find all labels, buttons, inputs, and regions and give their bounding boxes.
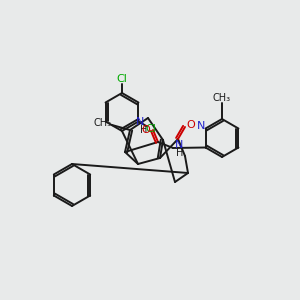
Text: N: N [136,117,144,127]
Text: CH₃: CH₃ [213,93,231,103]
Text: Cl: Cl [117,74,128,84]
Text: O: O [142,125,150,135]
Text: H: H [140,125,148,135]
Text: CH₃: CH₃ [94,118,112,128]
Text: N: N [175,140,183,150]
Text: H: H [176,148,184,158]
Text: N: N [197,121,206,131]
Text: O: O [187,120,195,130]
Text: Cl: Cl [145,124,156,134]
